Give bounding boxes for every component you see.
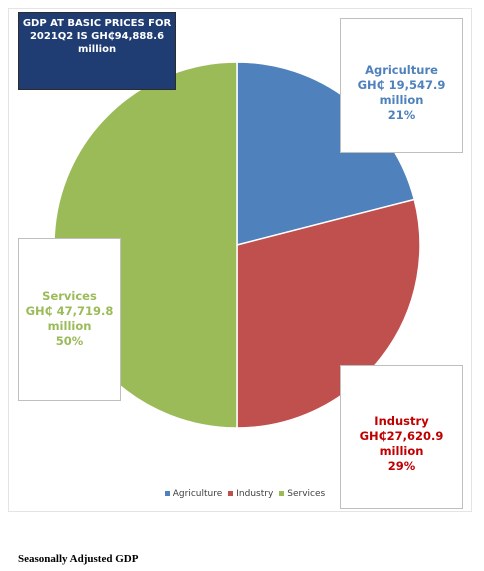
label-amount: GH₵ 19,547.9 million xyxy=(357,78,446,107)
legend-label: Agriculture xyxy=(172,489,223,499)
section-heading: Seasonally Adjusted GDP xyxy=(18,553,139,565)
data-label: Services GH₵ 47,719.8 million 50% xyxy=(18,238,121,401)
label-amount: GH₵27,620.9 million xyxy=(359,429,444,458)
data-label: Agriculture GH₵ 19,547.9 million 21% xyxy=(340,18,463,153)
chart-frame xyxy=(8,8,472,512)
label-percent: 21% xyxy=(387,108,416,122)
label-category: Industry xyxy=(374,414,429,428)
chart-title: GDP AT BASIC PRICES FOR 2021Q2 IS GH₵94,… xyxy=(18,12,176,90)
legend-swatch xyxy=(164,491,170,496)
chart xyxy=(53,61,421,429)
label-category: Agriculture xyxy=(365,63,438,77)
legend: Agriculture Industry Services xyxy=(0,489,484,499)
label-percent: 50% xyxy=(55,334,84,348)
legend-swatch xyxy=(228,491,234,496)
label-category: Services xyxy=(42,289,97,303)
legend-swatch xyxy=(279,491,285,496)
label-percent: 29% xyxy=(387,459,416,473)
data-label: Industry GH₵27,620.9 million 29% xyxy=(340,365,463,509)
label-amount: GH₵ 47,719.8 million xyxy=(25,304,114,333)
legend-label: Industry xyxy=(236,489,274,499)
pie-slice xyxy=(236,198,421,429)
legend-label: Services xyxy=(287,489,326,499)
